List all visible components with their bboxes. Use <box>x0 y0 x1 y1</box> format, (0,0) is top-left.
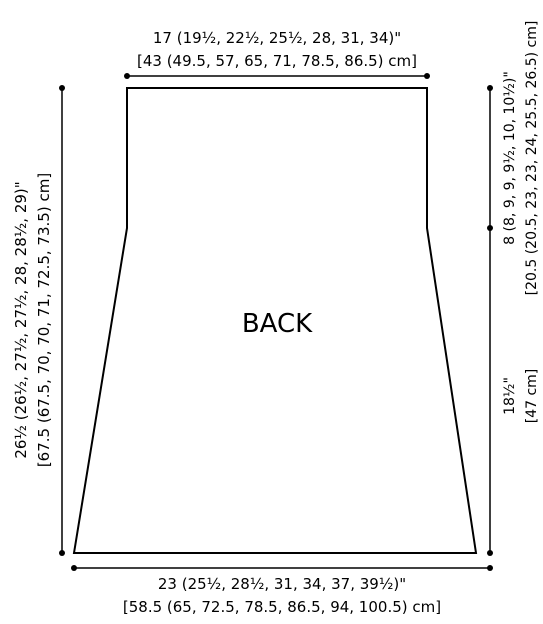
right-dim-dot-top <box>487 85 493 91</box>
top-width-dot-left <box>124 73 130 79</box>
piece-label: BACK <box>242 309 313 339</box>
side-length-label-inches: 18½" <box>502 377 518 415</box>
top-width-dot-right <box>424 73 430 79</box>
bottom-width-dot-right <box>487 565 493 571</box>
back-piece-outline <box>72 87 478 554</box>
right-dim-dot-bottom <box>487 550 493 556</box>
total-length-dot-bottom <box>59 550 65 556</box>
total-length-label-cm: [67.5 (67.5, 70, 70, 71, 72.5, 73.5) cm] <box>35 173 53 467</box>
bottom-width-label-cm: [58.5 (65, 72.5, 78.5, 86.5, 94, 100.5) … <box>123 598 441 616</box>
bottom-width-dot-left <box>71 565 77 571</box>
right-dim-dot-middle <box>487 225 493 231</box>
armhole-depth-label-cm: [20.5 (20.5, 23, 23, 24, 25.5, 26.5) cm] <box>524 21 540 296</box>
armhole-depth-label-inches: 8 (8, 9, 9, 9½, 10, 10½)" <box>502 71 518 245</box>
top-width-label-inches: 17 (19½, 22½, 25½, 28, 31, 34)" <box>153 29 401 47</box>
bottom-width-label-inches: 23 (25½, 28½, 31, 34, 37, 39½)" <box>158 575 406 593</box>
total-length-label-inches: 26½ (26½, 27½, 27½, 28, 28½, 29)" <box>12 181 30 458</box>
total-length-dot-top <box>59 85 65 91</box>
top-width-label-cm: [43 (49.5, 57, 65, 71, 78.5, 86.5) cm] <box>137 52 417 70</box>
side-length-label-cm: [47 cm] <box>524 369 540 424</box>
